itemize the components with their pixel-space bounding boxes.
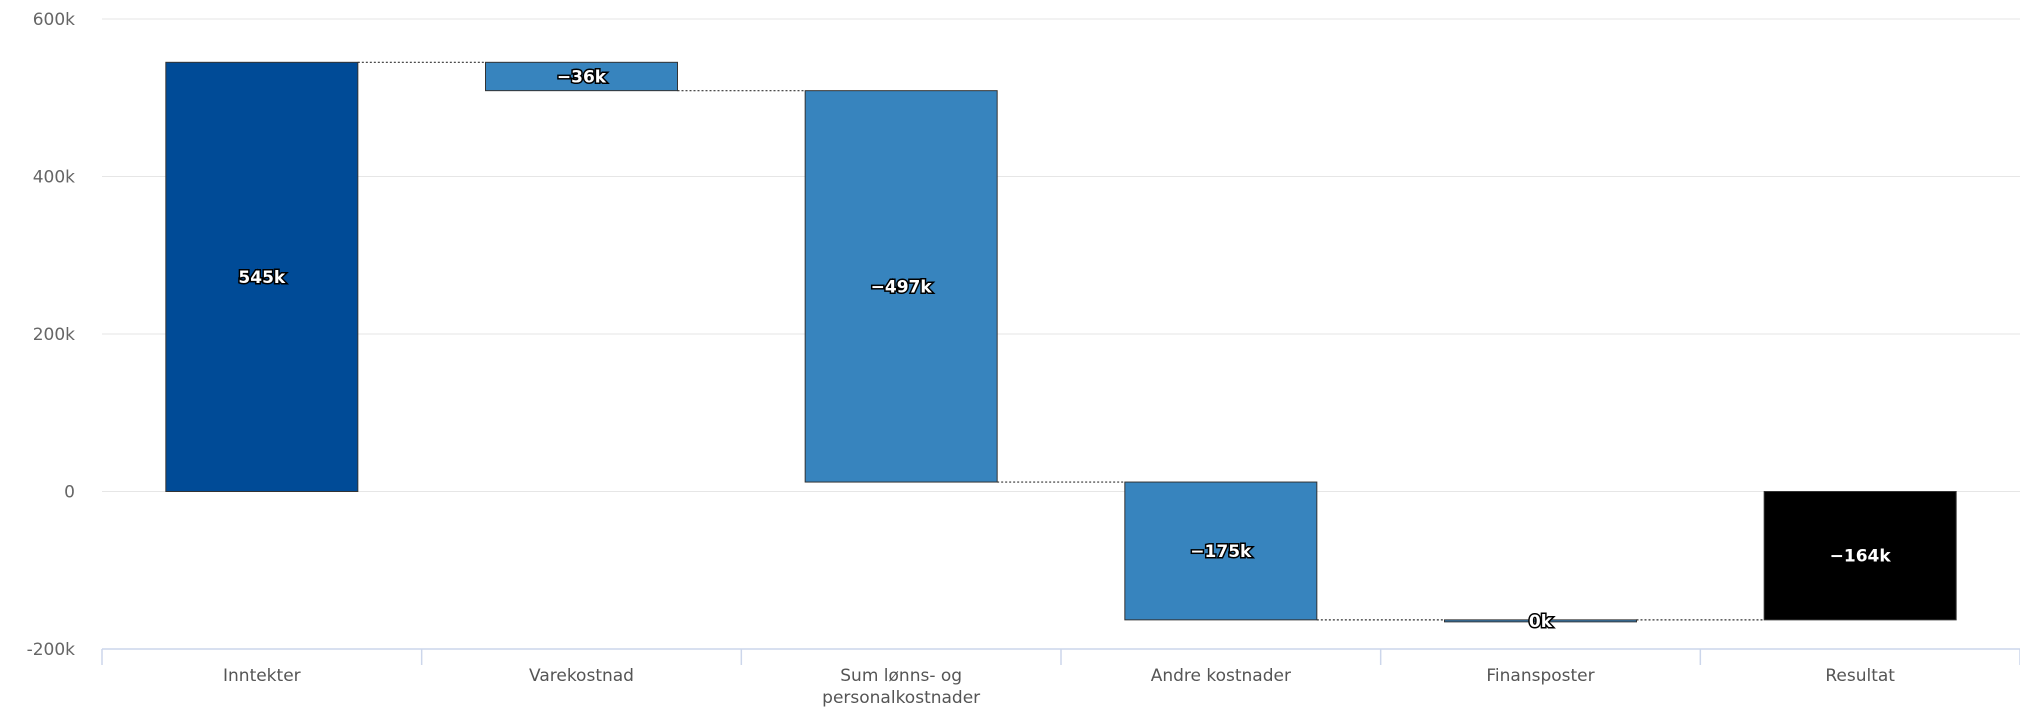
bar-2[interactable]: [804, 90, 998, 483]
y-tick-label: 400k: [33, 168, 75, 188]
x-tick-label: Resultat: [1825, 666, 1895, 686]
data-label: −164k: [1830, 547, 1892, 567]
data-label: 545k: [238, 268, 285, 288]
data-labels: 545k −36k −497k −175k 0k −164k: [237, 66, 1893, 633]
y-tick-label: -200k: [27, 640, 76, 660]
bar-5[interactable]: [1763, 491, 1957, 621]
y-tick-label: 0: [64, 483, 75, 503]
x-tick-label-line: Inntekter: [223, 666, 301, 686]
x-tick-label: Andre kostnader: [1151, 666, 1291, 686]
x-tick-label-line: Varekostnad: [529, 666, 634, 686]
y-tick-label: 600k: [33, 10, 75, 30]
bar-0[interactable]: [165, 61, 359, 492]
x-tick-label: Sum lønns- og personalkostnader: [822, 666, 980, 708]
bars: [165, 61, 1957, 623]
x-axis: [101, 648, 2020, 665]
x-tick-label: Inntekter: [223, 666, 301, 686]
gridlines: [102, 18, 2020, 492]
y-tick-label: 200k: [33, 325, 75, 345]
x-tick-label-line: Resultat: [1825, 666, 1895, 686]
data-label: −36k: [557, 67, 607, 87]
y-axis-tick-labels: -200k 0 200k 400k 600k: [27, 10, 76, 660]
data-label: −497k: [871, 277, 933, 297]
x-tick-label-line: Sum lønns- og: [840, 666, 962, 686]
x-tick-label-line: Finansposter: [1486, 666, 1594, 686]
bar-3[interactable]: [1124, 481, 1318, 621]
bar-1[interactable]: [485, 61, 678, 92]
data-label: −175k: [1190, 542, 1252, 562]
x-tick-label: Finansposter: [1486, 666, 1594, 686]
x-tick-label: Varekostnad: [529, 666, 634, 686]
connector-lines: [357, 61, 1765, 621]
x-tick-label-line: Andre kostnader: [1151, 666, 1291, 686]
bar-4[interactable]: [1444, 619, 1637, 623]
data-label: 0k: [1529, 612, 1553, 632]
x-axis-tick-labels: Inntekter Varekostnad Sum lønns- og persona…: [223, 666, 1895, 708]
x-tick-label-line: personalkostnader: [822, 688, 980, 708]
